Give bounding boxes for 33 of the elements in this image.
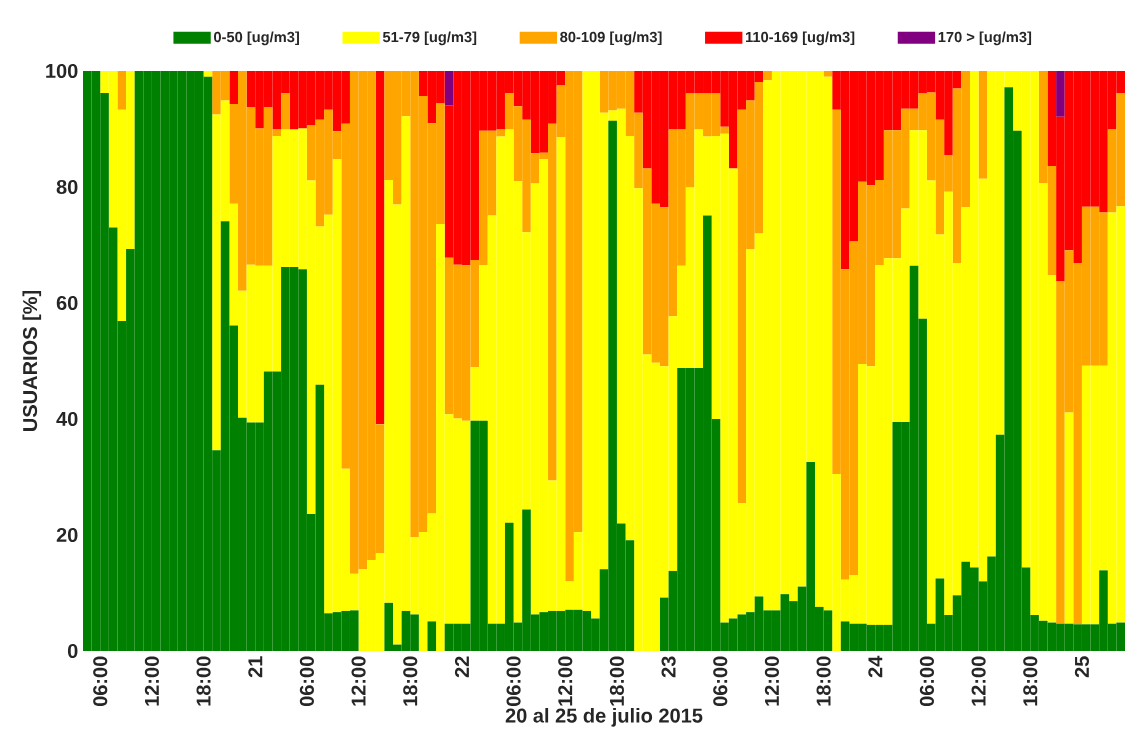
y-tick-label: 100 xyxy=(46,63,78,79)
x-tick-label: 06:00 xyxy=(919,656,935,707)
x-axis-title: 20 al 25 de julio 2015 xyxy=(505,708,703,727)
x-tick-label: 12:00 xyxy=(764,656,779,706)
x-tick-label: 12:00 xyxy=(351,656,366,706)
y-tick-label: 60 xyxy=(56,295,78,311)
y-tick-label: 80 xyxy=(56,179,78,195)
x-tick-label: 06:00 xyxy=(93,656,108,707)
x-tick-label: 18:00 xyxy=(816,656,831,706)
x-tick-label: 18:00 xyxy=(1023,656,1038,706)
x-tick-label: 12:00 xyxy=(558,656,573,706)
x-tick-label: 23 xyxy=(661,656,676,678)
x-tick-label: 12:00 xyxy=(144,656,159,706)
x-tick-label: 18:00 xyxy=(196,656,211,706)
x-tick-label: 06:00 xyxy=(506,656,521,707)
y-tick-label: 20 xyxy=(56,527,78,543)
x-tick-label: 18:00 xyxy=(403,656,418,706)
x-tick-label: 06:00 xyxy=(299,656,314,707)
legend-label: 110-169 [ug/m3] xyxy=(745,31,855,46)
legend-label: 0-50 [ug/m3] xyxy=(214,31,299,46)
x-tick-label: 12:00 xyxy=(971,656,986,706)
y-tick-label: 40 xyxy=(56,411,78,427)
legend-label: 51-79 [ug/m3] xyxy=(382,31,477,46)
legend-label: 170 > [ug/m3] xyxy=(938,31,1032,46)
y-axis-title: USUARIOS [%] xyxy=(22,291,42,431)
x-tick-label: 18:00 xyxy=(609,656,624,706)
y-tick-label: 0 xyxy=(67,643,78,659)
legend-label: 80-109 [ug/m3] xyxy=(560,31,662,46)
x-tick-label: 06:00 xyxy=(713,656,728,707)
x-tick-label: 21 xyxy=(248,656,263,678)
x-tick-label: 24 xyxy=(868,655,883,678)
x-tick-label: 25 xyxy=(1074,656,1090,678)
x-tick-label: 22 xyxy=(454,656,469,678)
